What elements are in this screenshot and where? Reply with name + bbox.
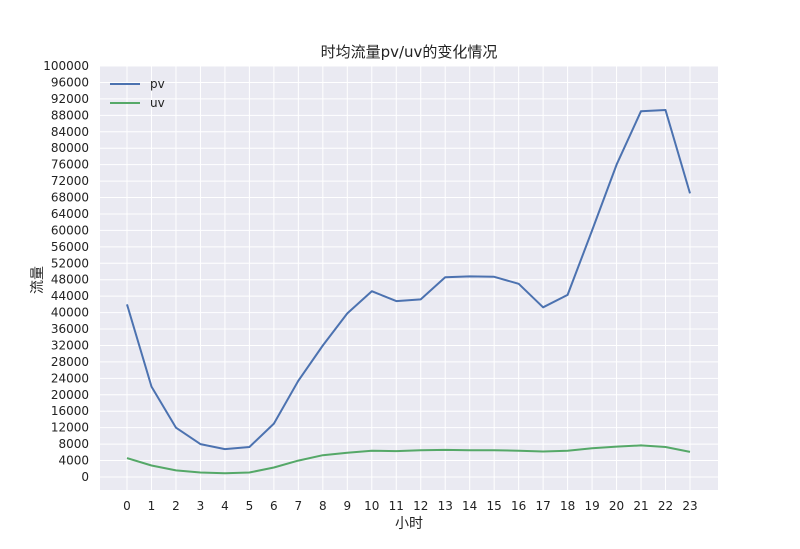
x-tick-label: 13 (438, 499, 453, 513)
y-tick-label: 92000 (51, 92, 89, 106)
y-tick-label: 64000 (51, 207, 89, 221)
x-tick-label: 18 (560, 499, 575, 513)
x-tick-label: 11 (389, 499, 404, 513)
y-tick-label: 44000 (51, 289, 89, 303)
grid-lines (100, 65, 718, 490)
y-tick-label: 88000 (51, 108, 89, 122)
y-tick-label: 80000 (51, 141, 89, 155)
series-line-uv (126, 444, 691, 475)
x-tick-label: 7 (295, 499, 303, 513)
x-axis-label: 小时 (395, 516, 423, 532)
y-tick-label: 100000 (43, 59, 89, 73)
y-tick-label: 36000 (51, 322, 89, 336)
y-tick-label: 32000 (51, 338, 89, 352)
y-tick-label: 72000 (51, 174, 89, 188)
x-tick-label: 20 (609, 499, 624, 513)
y-tick-label: 76000 (51, 158, 89, 172)
legend-label-uv: uv (150, 96, 165, 110)
y-tick-labels: 0 4000 8000 12000 16000 20000 24000 28000 32000 3… (43, 59, 89, 484)
y-tick-label: 16000 (51, 404, 89, 418)
x-tick-label: 9 (343, 499, 351, 513)
plot-background (100, 66, 718, 490)
chart-title: 时均流量pv/uv的变化情况 (321, 43, 498, 61)
x-tick-label: 23 (682, 499, 697, 513)
x-tick-label: 1 (148, 499, 156, 513)
y-tick-label: 84000 (51, 125, 89, 139)
x-tick-label: 3 (197, 499, 205, 513)
y-axis-label: 流量 (30, 266, 46, 294)
y-tick-label: 56000 (51, 240, 89, 254)
series-lines (126, 109, 691, 475)
x-tick-label: 17 (535, 499, 550, 513)
x-tick-label: 6 (270, 499, 278, 513)
x-tick-label: 12 (413, 499, 428, 513)
y-tick-label: 8000 (58, 437, 89, 451)
x-tick-label: 22 (658, 499, 673, 513)
x-tick-label: 10 (364, 499, 379, 513)
y-tick-label: 24000 (51, 371, 89, 385)
x-tick-label: 15 (487, 499, 502, 513)
x-tick-label: 19 (584, 499, 599, 513)
y-tick-label: 96000 (51, 75, 89, 89)
y-tick-label: 68000 (51, 191, 89, 205)
y-tick-label: 0 (81, 470, 89, 484)
y-tick-label: 4000 (58, 454, 89, 468)
y-tick-label: 48000 (51, 273, 89, 287)
x-tick-label: 0 (123, 499, 131, 513)
y-tick-label: 60000 (51, 223, 89, 237)
x-tick-label: 14 (462, 499, 477, 513)
legend-label-pv: pv (150, 77, 165, 91)
y-tick-label: 52000 (51, 256, 89, 270)
y-tick-label: 20000 (51, 388, 89, 402)
x-tick-label: 16 (511, 499, 526, 513)
legend: pv uv (110, 77, 165, 110)
series-line-pv (126, 109, 691, 451)
y-tick-label: 40000 (51, 306, 89, 320)
x-tick-label: 21 (633, 499, 648, 513)
x-tick-label: 5 (246, 499, 254, 513)
x-tick-label: 8 (319, 499, 327, 513)
x-tick-labels: 0 1 2 3 4 5 6 7 8 9 10 11 12 13 14 15 16 17 18 19 20 21 22 23 (123, 499, 697, 513)
y-tick-label: 28000 (51, 355, 89, 369)
y-tick-label: 12000 (51, 421, 89, 435)
x-tick-label: 2 (172, 499, 180, 513)
x-tick-label: 4 (221, 499, 229, 513)
